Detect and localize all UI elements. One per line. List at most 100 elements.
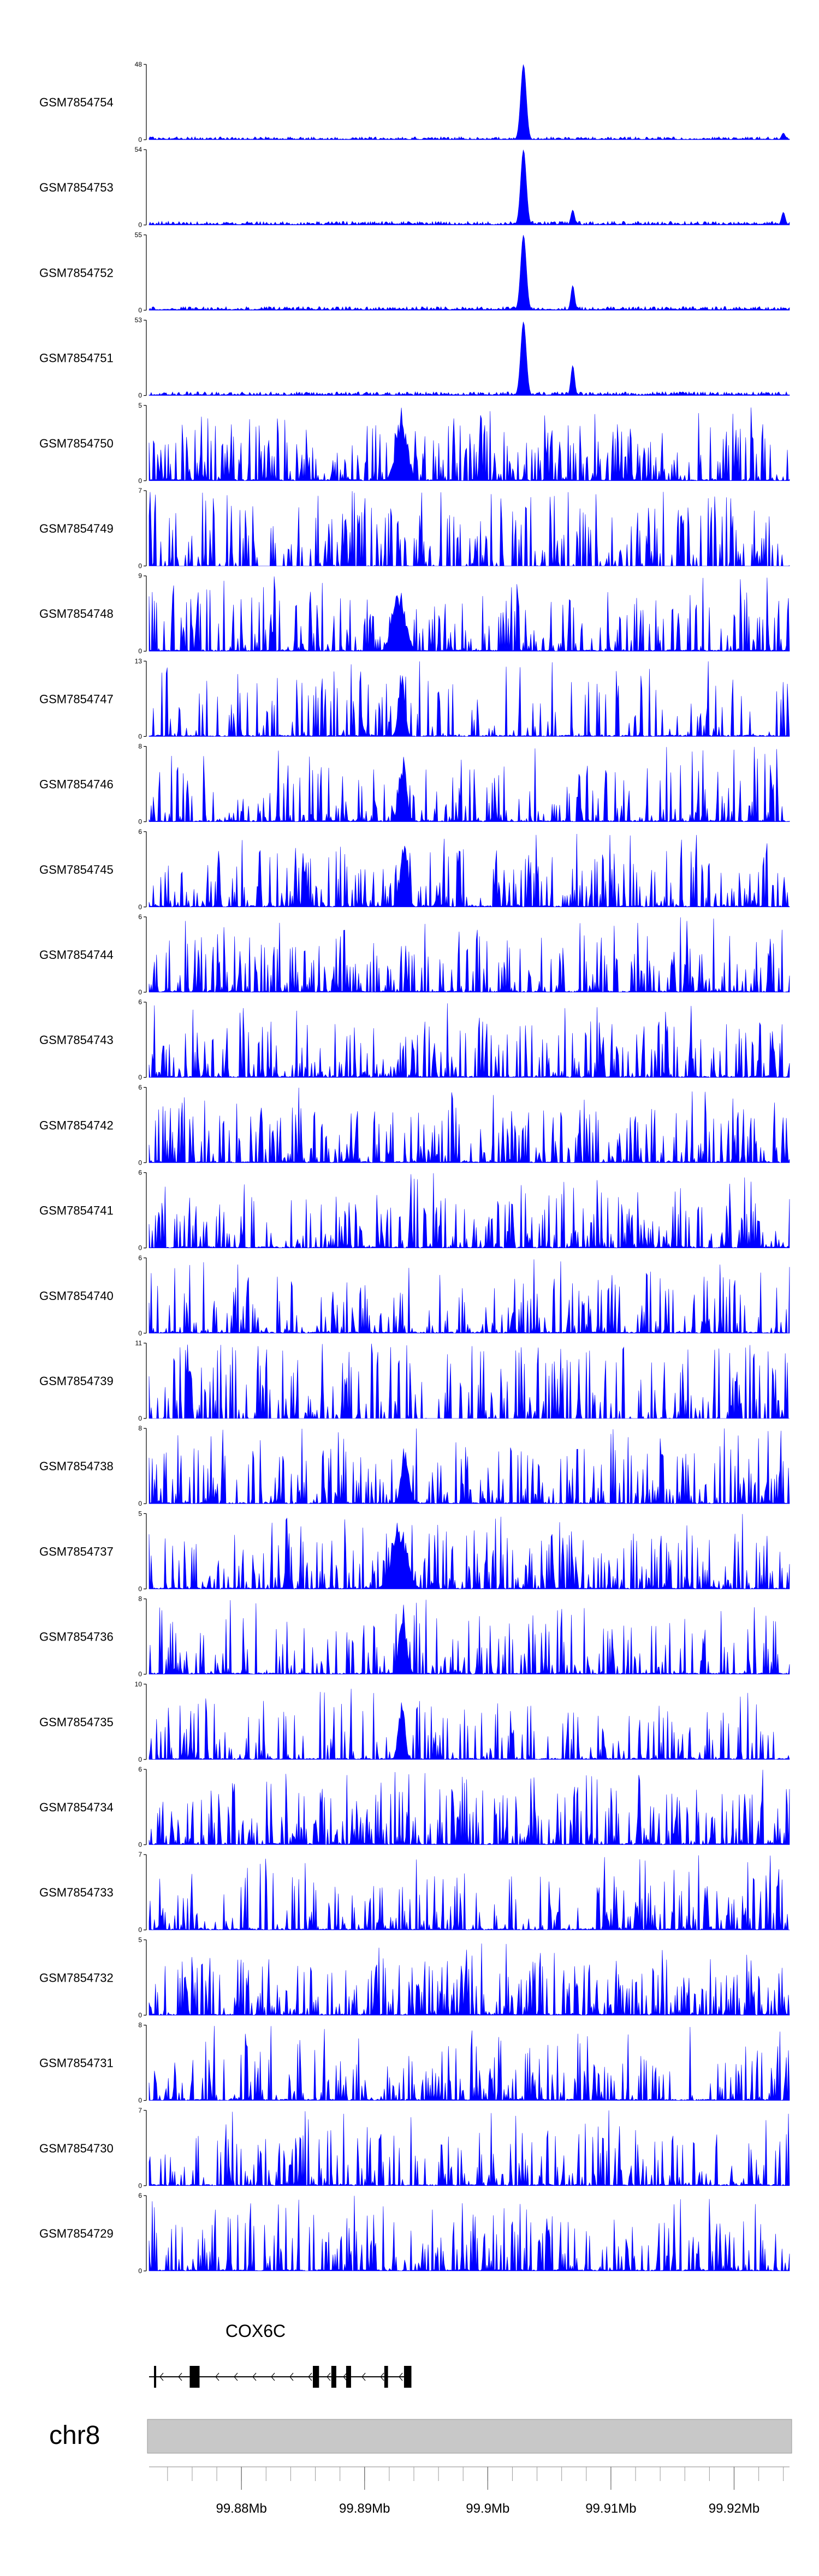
y-max-tick-label: 13 — [135, 657, 143, 665]
coverage-area — [149, 2110, 790, 2186]
track-y-axis: 50 — [138, 1936, 147, 2019]
track-y-axis: 80 — [138, 743, 147, 826]
y-min-tick-label: 0 — [138, 2182, 142, 2190]
y-max-tick-label: 6 — [138, 828, 142, 836]
track-label: GSM7854737 — [39, 1545, 114, 1558]
y-min-tick-label: 0 — [138, 1585, 142, 1593]
track-y-axis: 60 — [138, 913, 147, 996]
track-label: GSM7854749 — [39, 522, 114, 535]
y-max-tick-label: 7 — [138, 2107, 142, 2114]
y-min-tick-label: 0 — [138, 1415, 142, 1422]
track-y-axis: 53 0 — [135, 317, 147, 399]
strand-arrow-icon — [271, 2372, 275, 2381]
y-max-tick-label: 5 — [138, 402, 142, 409]
gene-model — [149, 2366, 412, 2388]
y-min-tick-label: 0 — [138, 1756, 142, 1763]
y-max-tick-label: 54 — [135, 146, 143, 153]
gene-name-label: COX6C — [225, 2321, 286, 2341]
y-max-tick-label: 11 — [135, 1339, 143, 1347]
track-label: GSM7854747 — [39, 692, 114, 706]
track-y-axis: 80 — [138, 1595, 147, 1678]
coverage-track: GSM7854751 53 0 — [39, 317, 790, 399]
track-y-axis: 50 — [138, 1510, 147, 1593]
strand-arrow-icon — [327, 2372, 331, 2381]
coverage-area — [149, 1689, 790, 1760]
strand-arrow-icon — [399, 2372, 403, 2381]
y-min-tick-label: 0 — [138, 562, 142, 570]
genome-tick-label: 99.88Mb — [216, 2501, 266, 2516]
y-max-tick-label: 55 — [135, 231, 143, 238]
y-min-tick-label: 0 — [138, 903, 142, 911]
genome-tick-label: 99.9Mb — [466, 2501, 509, 2516]
y-min-tick-label: 0 — [138, 2097, 142, 2104]
y-min-tick-label: 0 — [138, 477, 142, 485]
coverage-area — [149, 2026, 790, 2101]
track-y-axis: 60 — [138, 1254, 147, 1337]
y-max-tick-label: 6 — [138, 913, 142, 921]
coverage-track: GSM7854737 50 — [39, 1510, 790, 1593]
coverage-area — [149, 321, 790, 396]
track-y-axis: 55 0 — [135, 231, 147, 314]
track-label: GSM7854739 — [39, 1374, 114, 1388]
strand-arrow-icon — [234, 2372, 238, 2381]
y-max-tick-label: 6 — [138, 1766, 142, 1773]
exon — [313, 2366, 319, 2388]
strand-arrow-icon — [252, 2372, 257, 2381]
track-label: GSM7854753 — [39, 181, 114, 194]
exon — [403, 2366, 412, 2388]
y-max-tick-label: 8 — [138, 743, 142, 750]
genome-tick-label: 99.92Mb — [709, 2501, 759, 2516]
track-label: GSM7854744 — [39, 948, 114, 962]
exon — [333, 2366, 336, 2388]
y-max-tick-label: 53 — [135, 317, 143, 324]
chromosome-band — [147, 2419, 792, 2454]
coverage-area — [149, 1428, 790, 1504]
track-y-axis: 60 — [138, 1766, 147, 1848]
y-max-tick-label: 10 — [135, 1680, 143, 1688]
y-max-tick-label: 8 — [138, 1424, 142, 1432]
coverage-area — [149, 576, 790, 652]
track-label: GSM7854740 — [39, 1289, 114, 1303]
track-y-axis: 70 — [138, 2107, 147, 2190]
coverage-area — [149, 1173, 790, 1249]
y-min-tick-label: 0 — [138, 1074, 142, 1081]
coverage-area — [149, 2196, 790, 2271]
track-label: GSM7854743 — [39, 1033, 114, 1047]
exon — [154, 2366, 157, 2388]
y-min-tick-label: 0 — [138, 1500, 142, 1507]
y-min-tick-label: 0 — [138, 732, 142, 740]
coverage-area — [149, 833, 790, 908]
coverage-area — [149, 1855, 790, 1930]
transcript — [333, 2366, 412, 2388]
track-label: GSM7854733 — [39, 1886, 114, 1899]
track-y-axis: 11 0 — [135, 1339, 147, 1422]
y-min-tick-label: 0 — [138, 818, 142, 826]
track-label: GSM7854741 — [39, 1204, 114, 1218]
strand-arrow-icon — [361, 2372, 366, 2381]
strand-arrow-icon — [159, 2372, 164, 2381]
track-label: GSM7854754 — [39, 96, 114, 109]
y-min-tick-label: 0 — [138, 1159, 142, 1166]
track-label: GSM7854751 — [39, 351, 114, 365]
track-y-axis: 60 — [138, 1169, 147, 1252]
y-min-tick-label: 0 — [138, 1671, 142, 1678]
genome-position-axis: 99.88Mb 99.89Mb 99.9Mb 99.91Mb 99.92Mb — [149, 2466, 790, 2516]
coverage-track: GSM7854754 48 0 — [39, 61, 790, 144]
strand-arrow-icon — [343, 2372, 347, 2381]
y-min-tick-label: 0 — [138, 306, 142, 314]
coverage-area — [149, 1003, 790, 1078]
track-y-axis: 60 — [138, 2192, 147, 2275]
track-label: GSM7854748 — [39, 607, 114, 621]
track-y-axis: 54 0 — [135, 146, 147, 229]
y-min-tick-label: 0 — [138, 647, 142, 655]
coverage-area — [149, 1769, 790, 1845]
track-y-axis: 80 — [138, 1424, 147, 1507]
coverage-track: GSM7854744 60 — [39, 913, 790, 996]
y-min-tick-label: 0 — [138, 2011, 142, 2019]
